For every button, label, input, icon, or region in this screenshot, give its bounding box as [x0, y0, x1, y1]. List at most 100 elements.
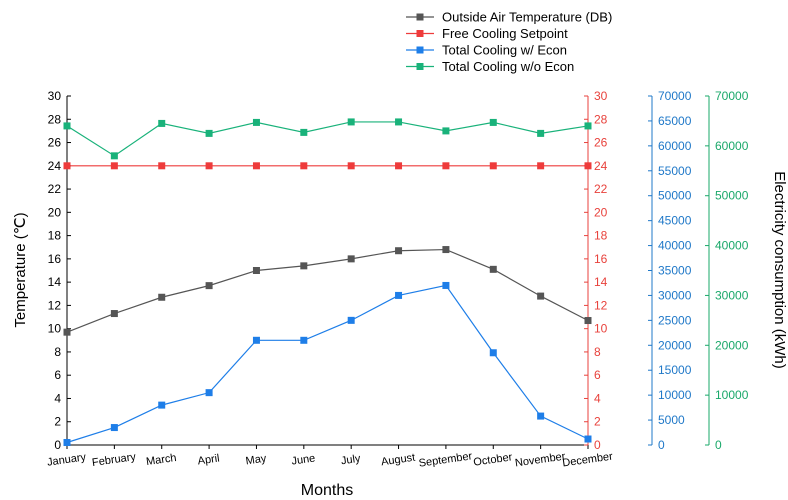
right1-tick-label: 4 [594, 391, 601, 405]
right2-tick-label: 70000 [658, 89, 692, 103]
right1-tick-label: 12 [594, 298, 608, 312]
series-1-point [300, 162, 308, 170]
left-tick-label: 24 [48, 159, 62, 173]
axes-layer: January February March April May June July Augu… [46, 89, 748, 470]
series-2-point [63, 439, 71, 447]
legend-label-0: Outside Air Temperature (DB) [442, 10, 612, 25]
right2-tick-label: 15000 [658, 363, 692, 377]
right1-tick-label: 10 [594, 322, 608, 336]
legend-label-3: Total Cooling w/o Econ [442, 59, 574, 74]
right3-tick-label: 70000 [715, 89, 749, 103]
right1-tick-label: 20 [594, 205, 608, 219]
left-tick-label: 18 [48, 229, 62, 243]
series-2-point [584, 435, 592, 443]
x-tick-label: December [562, 451, 614, 470]
series-3-point [110, 152, 118, 160]
left-tick-label: 14 [48, 275, 62, 289]
legend: Outside Air Temperature (DB)Free Cooling… [406, 10, 612, 74]
right1-tick-label: 16 [594, 252, 608, 266]
series-1-point [395, 162, 403, 170]
series-2-point [110, 424, 118, 432]
right3-tick-label: 20000 [715, 338, 749, 352]
left-tick-label: 12 [48, 298, 62, 312]
series-2-point [537, 412, 545, 420]
left-tick-label: 6 [54, 368, 61, 382]
series-3-point [205, 129, 213, 137]
series-line-2 [66, 284, 589, 444]
series-3-point [63, 122, 71, 130]
x-tick-label: November [514, 451, 566, 470]
right2-tick-label: 20000 [658, 338, 692, 352]
right3-tick-label: 50000 [715, 189, 749, 203]
right2-tick-label: 45000 [658, 214, 692, 228]
x-tick-label: September [418, 450, 473, 469]
right2-tick-label: 65000 [658, 114, 692, 128]
series-0-point [300, 262, 308, 270]
right3-tick-label: 0 [715, 438, 722, 452]
x-tick-label: February [91, 451, 137, 469]
series-1-point [347, 162, 355, 170]
right1-tick-label: 28 [594, 112, 608, 126]
legend-marker-1 [416, 30, 424, 37]
right1-tick-label: 30 [594, 89, 608, 103]
right2-tick-label: 0 [658, 438, 665, 452]
series-1-point [537, 162, 545, 170]
series-2-point [205, 389, 213, 397]
right2-tick-label: 60000 [658, 139, 692, 153]
series-1-point [442, 162, 450, 170]
series-0-point [110, 310, 118, 318]
x-tick-label: July [340, 453, 362, 468]
right3-tick-label: 60000 [715, 139, 749, 153]
series-0-point [489, 265, 497, 273]
legend-marker-3 [416, 63, 424, 70]
legend-marker-2 [416, 46, 424, 54]
series-0-point [252, 267, 260, 274]
right2-tick-label: 35000 [658, 264, 692, 278]
series-0-point [584, 317, 592, 325]
right1-tick-label: 22 [594, 182, 608, 196]
right3-tick-label: 40000 [715, 239, 749, 253]
x-axis-label: Months [301, 482, 353, 499]
series-3-point [158, 119, 166, 127]
right1-tick-label: 0 [594, 438, 601, 452]
right2-tick-label: 25000 [658, 313, 692, 327]
left-tick-label: 20 [48, 205, 62, 219]
x-tick-label: August [380, 452, 416, 469]
series-2-point [158, 401, 166, 409]
right3-tick-label: 10000 [715, 388, 749, 402]
right1-tick-label: 2 [594, 415, 601, 429]
right1-tick-label: 6 [594, 368, 601, 382]
left-tick-label: 4 [54, 391, 61, 405]
series-0-point [395, 247, 403, 255]
right1-tick-label: 8 [594, 345, 601, 359]
series-1-point [205, 162, 213, 170]
series-1-point [158, 162, 166, 170]
left-tick-label: 2 [54, 415, 61, 429]
series-1-point [584, 162, 592, 170]
x-tick-label: March [145, 452, 177, 468]
series-1-point [252, 162, 260, 170]
y-axis-label-left: Temperature (℃) [12, 212, 29, 327]
x-tick-label: October [473, 451, 514, 468]
series-2-point [300, 336, 308, 344]
series-line-0 [66, 248, 589, 333]
series-3-point [442, 127, 450, 135]
left-tick-label: 26 [48, 136, 62, 150]
series-2-point [395, 291, 403, 299]
series-1-point [489, 162, 497, 170]
series-line-3 [66, 121, 589, 157]
series-0-point [158, 293, 166, 301]
left-tick-label: 28 [48, 112, 62, 126]
series-3-point [489, 118, 497, 126]
series-0-point [63, 328, 71, 336]
x-tick-label: May [245, 453, 268, 468]
left-tick-label: 22 [48, 182, 62, 196]
series-0-point [205, 282, 213, 290]
x-tick-label: June [291, 452, 316, 467]
legend-label-1: Free Cooling Setpoint [442, 26, 568, 41]
series-3-point [347, 118, 355, 126]
series-0-point [442, 246, 450, 254]
series-3-point [537, 129, 545, 137]
left-tick-label: 8 [54, 345, 61, 359]
